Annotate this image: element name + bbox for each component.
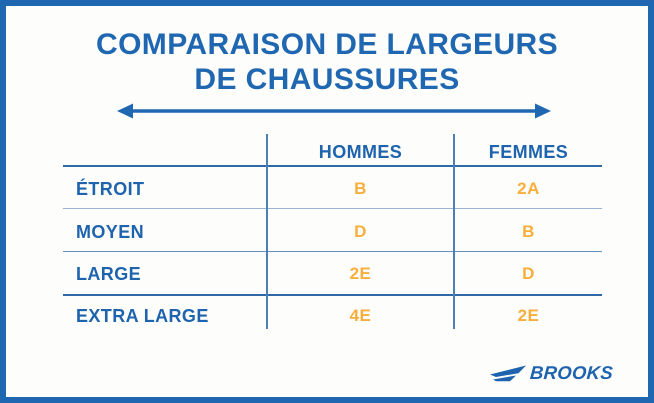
cell-moyen-hommes: D xyxy=(354,222,367,241)
table-row-rule xyxy=(63,294,602,296)
table-row-rule xyxy=(63,251,602,252)
cell-etroit-hommes: B xyxy=(354,179,367,198)
horizontal-double-arrow-icon xyxy=(117,103,551,119)
row-label-moyen: MOYEN xyxy=(76,222,145,242)
page-title: COMPARAISON DE LARGEURS DE CHAUSSURES xyxy=(6,27,648,97)
title-line-2: DE CHAUSSURES xyxy=(194,63,460,96)
brooks-wordmark: BROOKS xyxy=(529,362,614,383)
cell-extra-large-femmes: 2E xyxy=(517,306,540,325)
cell-extra-large-hommes: 4E xyxy=(349,306,372,325)
cell-large-femmes: D xyxy=(522,264,535,283)
brooks-chevron-icon xyxy=(490,365,526,381)
title-line-1: COMPARAISON DE LARGEURS xyxy=(96,28,558,61)
column-header-hommes: HOMMES xyxy=(318,142,403,162)
table-header-rule xyxy=(63,165,602,167)
cell-etroit-femmes: 2A xyxy=(517,179,540,198)
row-label-large: LARGE xyxy=(76,264,141,284)
cell-large-hommes: 2E xyxy=(349,264,372,283)
brooks-logo: BROOKS xyxy=(489,362,614,384)
cell-moyen-femmes: B xyxy=(522,222,535,241)
table-column-divider xyxy=(453,134,455,329)
table-column-divider xyxy=(266,134,268,329)
row-label-extra-large: EXTRA LARGE xyxy=(76,306,209,326)
table-row-rule xyxy=(63,208,602,209)
column-header-femmes: FEMMES xyxy=(488,142,569,162)
row-label-etroit: ÉTROIT xyxy=(76,179,145,199)
